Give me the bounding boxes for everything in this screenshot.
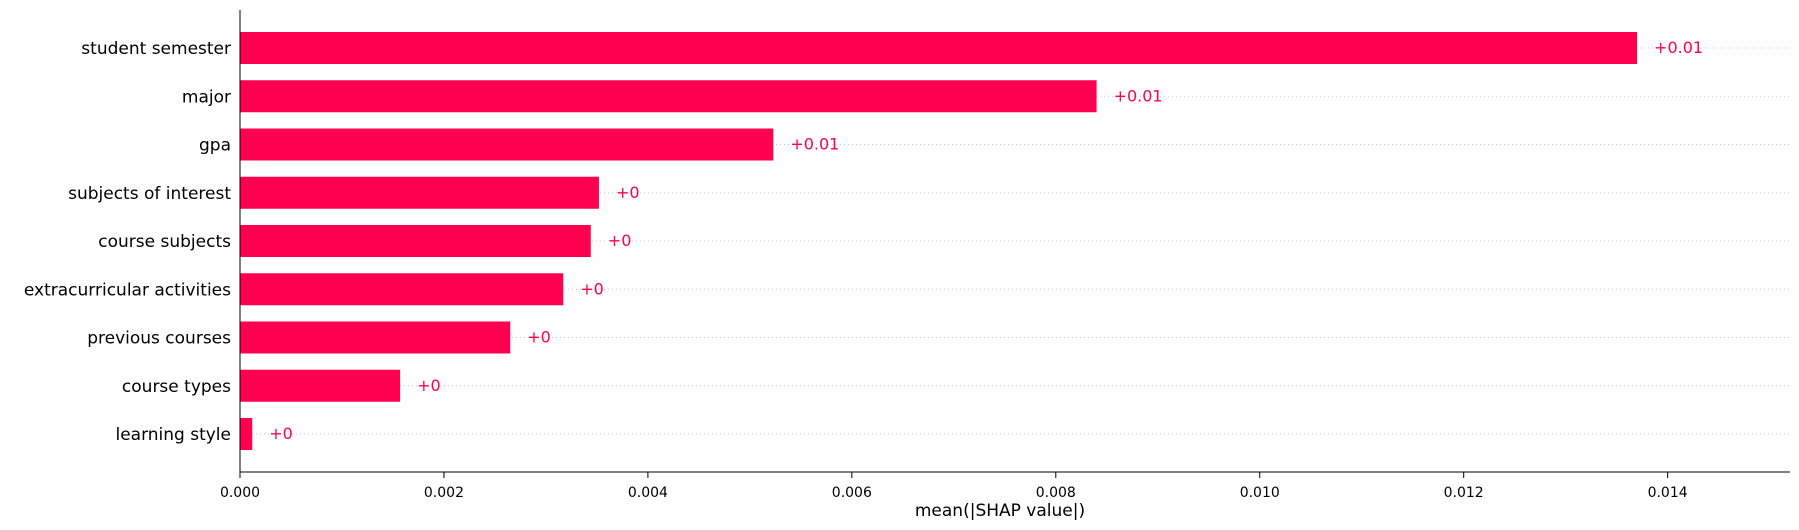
value-label: +0 <box>616 183 640 202</box>
x-axis-ticks: 0.000 0.002 0.004 0.006 0.008 0.010 0.012 0.014 <box>220 472 1688 501</box>
category-label: gpa <box>199 136 231 156</box>
bars <box>240 32 1638 450</box>
bar <box>240 176 599 209</box>
x-tick-label: 0.006 <box>832 485 872 501</box>
value-label: +0 <box>580 279 604 298</box>
x-tick-label: 0.004 <box>628 485 668 501</box>
value-label: +0.01 <box>1654 38 1703 57</box>
bar <box>240 321 511 354</box>
bar <box>240 418 253 450</box>
value-label: +0 <box>269 424 293 443</box>
category-label: course subjects <box>98 232 231 252</box>
category-label: extracurricular activities <box>24 280 231 300</box>
x-tick-label: 0.014 <box>1648 485 1688 501</box>
bar <box>240 32 1638 64</box>
x-axis-title: mean(|SHAP value|) <box>915 501 1085 521</box>
category-label: major <box>182 87 231 107</box>
bar <box>240 273 564 306</box>
value-label: +0.01 <box>790 135 839 154</box>
category-label: subjects of interest <box>68 184 231 204</box>
value-labels: +0.01 +0.01 +0.01 +0 +0 +0 +0 +0 +0 <box>269 38 1703 443</box>
value-label: +0.01 <box>1114 86 1163 105</box>
value-label: +0 <box>417 376 441 395</box>
value-label: +0 <box>608 231 632 250</box>
x-tick-label: 0.002 <box>424 485 464 501</box>
value-label: +0 <box>527 328 551 347</box>
bar <box>240 225 591 257</box>
category-label: learning style <box>115 425 231 445</box>
bar <box>240 80 1097 113</box>
category-label: student semester <box>81 39 231 59</box>
category-labels: student semester major gpa subjects of inte… <box>24 39 231 445</box>
category-label: course types <box>122 377 231 397</box>
x-tick-label: 0.012 <box>1444 485 1484 501</box>
x-tick-label: 0.010 <box>1240 485 1280 501</box>
bar <box>240 369 401 402</box>
x-tick-label: 0.008 <box>1036 485 1076 501</box>
bar <box>240 128 774 161</box>
x-tick-label: 0.000 <box>220 485 260 501</box>
category-label: previous courses <box>87 329 231 349</box>
